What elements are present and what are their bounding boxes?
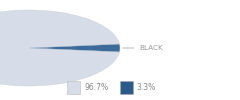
Text: 3.3%: 3.3% bbox=[137, 83, 156, 92]
Text: 96.7%: 96.7% bbox=[84, 83, 108, 92]
FancyBboxPatch shape bbox=[67, 81, 80, 94]
Text: BLACK: BLACK bbox=[123, 45, 163, 51]
FancyBboxPatch shape bbox=[120, 81, 133, 94]
Text: WHITE: WHITE bbox=[0, 99, 1, 100]
Wedge shape bbox=[0, 10, 120, 86]
Wedge shape bbox=[29, 44, 120, 52]
